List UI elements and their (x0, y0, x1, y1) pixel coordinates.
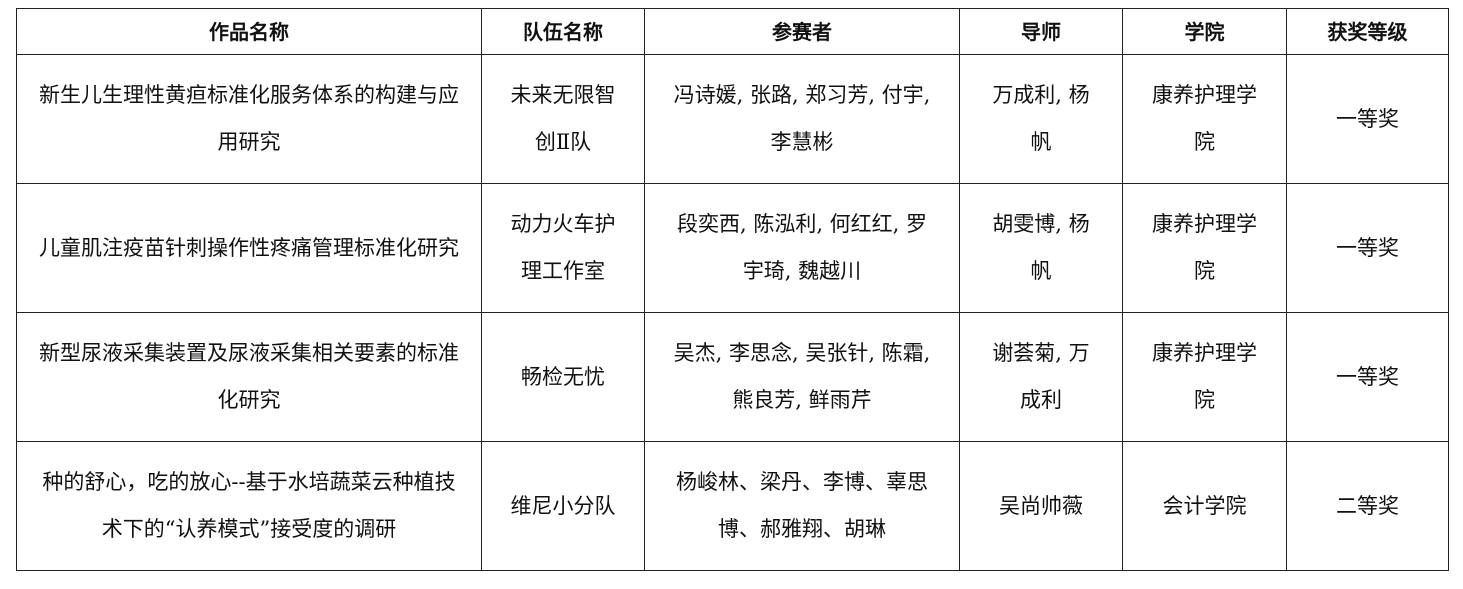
cell-award-level: 一等奖 (1286, 54, 1449, 184)
header-award-level: 获奖等级 (1286, 8, 1449, 55)
header-advisor: 导师 (959, 8, 1123, 55)
cell-participants: 吴杰, 李思念, 吴张针, 陈霜, 熊良芳, 鲜雨芹 (644, 312, 960, 442)
awards-table: 作品名称 队伍名称 参赛者 导师 学院 获奖等级 新生儿生理性黄疸标准化服务体系… (16, 8, 1449, 571)
header-college: 学院 (1122, 8, 1287, 55)
cell-award-level: 一等奖 (1286, 183, 1449, 313)
cell-advisor: 胡雯博, 杨帆 (959, 183, 1123, 313)
cell-team-name: 动力火车护理工作室 (481, 183, 645, 313)
cell-advisor: 万成利, 杨帆 (959, 54, 1123, 184)
cell-participants: 段奕西, 陈泓利, 何红红, 罗宇琦, 魏越川 (644, 183, 960, 313)
header-participants: 参赛者 (644, 8, 960, 55)
cell-participants: 冯诗媛, 张路, 郑习芳, 付宇, 李慧彬 (644, 54, 960, 184)
cell-project-name: 新型尿液采集装置及尿液采集相关要素的标准化研究 (16, 312, 482, 442)
table-row: 儿童肌注疫苗针刺操作性疼痛管理标准化研究 动力火车护理工作室 段奕西, 陈泓利, 何… (16, 183, 1449, 313)
cell-participants: 杨峻林、梁丹、李博、辜思博、郝雅翔、胡琳 (644, 441, 960, 571)
cell-award-level: 二等奖 (1286, 441, 1449, 571)
cell-project-name: 儿童肌注疫苗针刺操作性疼痛管理标准化研究 (16, 183, 482, 313)
cell-advisor: 吴尚帅薇 (959, 441, 1123, 571)
cell-college: 会计学院 (1122, 441, 1287, 571)
cell-award-level: 一等奖 (1286, 312, 1449, 442)
cell-college: 康养护理学院 (1122, 54, 1287, 184)
cell-college: 康养护理学院 (1122, 312, 1287, 442)
table-row: 种的舒心，吃的放心--基于水培蔬菜云种植技术下的“认养模式”接受度的调研 维尼小分… (16, 441, 1449, 571)
cell-project-name: 新生儿生理性黄疸标准化服务体系的构建与应用研究 (16, 54, 482, 184)
cell-college: 康养护理学院 (1122, 183, 1287, 313)
header-row: 作品名称 队伍名称 参赛者 导师 学院 获奖等级 (16, 8, 1449, 55)
header-team-name: 队伍名称 (481, 8, 645, 55)
cell-team-name: 未来无限智创Ⅱ队 (481, 54, 645, 184)
cell-project-name: 种的舒心，吃的放心--基于水培蔬菜云种植技术下的“认养模式”接受度的调研 (16, 441, 482, 571)
cell-team-name: 畅检无忧 (481, 312, 645, 442)
cell-advisor: 谢荟菊, 万成利 (959, 312, 1123, 442)
table-row: 新生儿生理性黄疸标准化服务体系的构建与应用研究 未来无限智创Ⅱ队 冯诗媛, 张路, … (16, 54, 1449, 184)
header-project-name: 作品名称 (16, 8, 482, 55)
cell-team-name: 维尼小分队 (481, 441, 645, 571)
table-row: 新型尿液采集装置及尿液采集相关要素的标准化研究 畅检无忧 吴杰, 李思念, 吴张针,… (16, 312, 1449, 442)
